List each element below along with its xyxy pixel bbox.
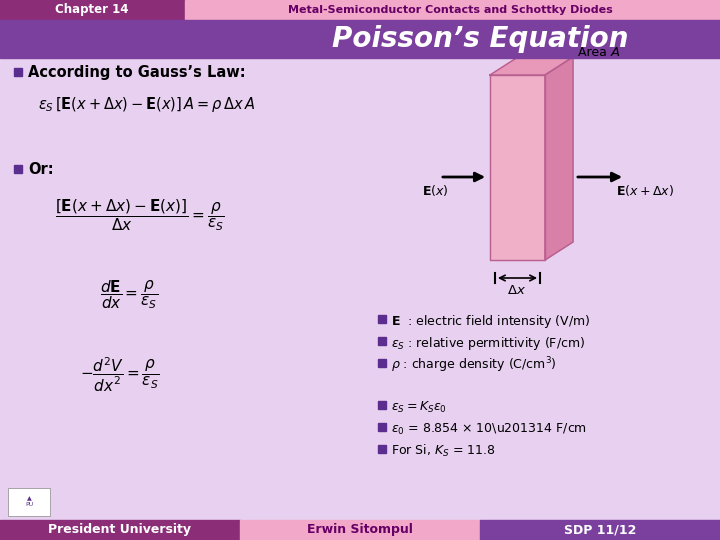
Bar <box>0 58 720 520</box>
Text: $\rho$ : charge density (C/cm$^3$): $\rho$ : charge density (C/cm$^3$) <box>391 355 557 375</box>
Text: ▲
PU: ▲ PU <box>25 497 33 508</box>
Text: $\Delta x$: $\Delta x$ <box>508 285 526 298</box>
Bar <box>240 520 480 540</box>
Bar <box>480 520 720 540</box>
Text: $\varepsilon_S = K_S\varepsilon_0$: $\varepsilon_S = K_S\varepsilon_0$ <box>391 400 447 415</box>
Text: According to Gauss’s Law:: According to Gauss’s Law: <box>28 64 246 79</box>
Bar <box>0 0 185 20</box>
Text: Area: Area <box>578 45 611 58</box>
Text: $\varepsilon_0$ = 8.854 $\times$ 10\u201314 F/cm: $\varepsilon_0$ = 8.854 $\times$ 10\u201… <box>391 421 587 436</box>
Bar <box>378 401 386 409</box>
Bar <box>378 337 386 345</box>
Polygon shape <box>490 75 545 260</box>
Text: Or:: Or: <box>28 161 53 177</box>
Bar <box>378 423 386 431</box>
Text: Chapter 14: Chapter 14 <box>55 3 129 17</box>
Text: $\varepsilon_S$ : relative permittivity (F/cm): $\varepsilon_S$ : relative permittivity … <box>391 334 585 352</box>
Text: Metal-Semiconductor Contacts and Schottky Diodes: Metal-Semiconductor Contacts and Schottk… <box>287 5 613 15</box>
Text: Erwin Sitompul: Erwin Sitompul <box>307 523 413 537</box>
Text: President University: President University <box>48 523 192 537</box>
Bar <box>8 488 50 516</box>
Text: $\mathbf{E}(x+\Delta x)$: $\mathbf{E}(x+\Delta x)$ <box>616 184 674 199</box>
Text: Poisson’s Equation: Poisson’s Equation <box>332 25 629 53</box>
Bar <box>378 445 386 453</box>
Text: $\mathbf{E}$  : electric field intensity (V/m): $\mathbf{E}$ : electric field intensity … <box>391 313 590 329</box>
Bar <box>14 68 22 76</box>
Text: $\varepsilon_S\,[\mathbf{E}(x+\Delta x)-\mathbf{E}(x)]\,A=\rho\,\Delta x\,A$: $\varepsilon_S\,[\mathbf{E}(x+\Delta x)-… <box>38 96 256 114</box>
Text: $\dfrac{[\mathbf{E}(x+\Delta x)-\mathbf{E}(x)]}{\Delta x}=\dfrac{\rho}{\varepsil: $\dfrac{[\mathbf{E}(x+\Delta x)-\mathbf{… <box>55 197 225 233</box>
Polygon shape <box>490 57 573 75</box>
Bar <box>378 315 386 323</box>
Bar <box>185 0 720 20</box>
Text: $-\dfrac{d^2V}{dx^2}=\dfrac{\rho}{\varepsilon_S}$: $-\dfrac{d^2V}{dx^2}=\dfrac{\rho}{\varep… <box>80 356 159 394</box>
Polygon shape <box>545 57 573 260</box>
Text: SDP 11/12: SDP 11/12 <box>564 523 636 537</box>
Text: $\dfrac{d\mathbf{E}}{dx}=\dfrac{\rho}{\varepsilon_S}$: $\dfrac{d\mathbf{E}}{dx}=\dfrac{\rho}{\v… <box>100 279 158 312</box>
Bar <box>14 165 22 173</box>
Text: For Si, $K_S$ = 11.8: For Si, $K_S$ = 11.8 <box>391 443 495 459</box>
Text: $\mathbf{E}(x)$: $\mathbf{E}(x)$ <box>422 184 449 199</box>
Bar <box>378 359 386 367</box>
Text: $A$: $A$ <box>610 45 621 58</box>
Bar <box>0 520 240 540</box>
Bar <box>0 20 720 58</box>
